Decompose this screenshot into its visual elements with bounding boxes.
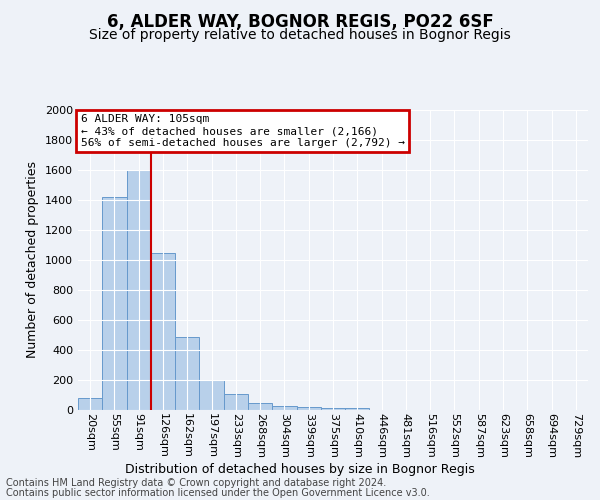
Text: Contains public sector information licensed under the Open Government Licence v3: Contains public sector information licen… bbox=[6, 488, 430, 498]
Bar bbox=[345, 408, 370, 410]
Y-axis label: Number of detached properties: Number of detached properties bbox=[26, 162, 40, 358]
Bar bbox=[102, 197, 127, 410]
Bar bbox=[321, 408, 345, 410]
Bar bbox=[199, 380, 224, 410]
Bar bbox=[224, 394, 248, 410]
Bar bbox=[127, 170, 151, 410]
Text: Contains HM Land Registry data © Crown copyright and database right 2024.: Contains HM Land Registry data © Crown c… bbox=[6, 478, 386, 488]
Text: Distribution of detached houses by size in Bognor Regis: Distribution of detached houses by size … bbox=[125, 462, 475, 475]
Bar bbox=[175, 336, 199, 410]
Bar bbox=[272, 406, 296, 410]
Text: Size of property relative to detached houses in Bognor Regis: Size of property relative to detached ho… bbox=[89, 28, 511, 42]
Text: 6, ALDER WAY, BOGNOR REGIS, PO22 6SF: 6, ALDER WAY, BOGNOR REGIS, PO22 6SF bbox=[107, 12, 493, 30]
Bar bbox=[248, 402, 272, 410]
Bar bbox=[151, 252, 175, 410]
Bar bbox=[78, 398, 102, 410]
Text: 6 ALDER WAY: 105sqm
← 43% of detached houses are smaller (2,166)
56% of semi-det: 6 ALDER WAY: 105sqm ← 43% of detached ho… bbox=[80, 114, 404, 148]
Bar bbox=[296, 407, 321, 410]
